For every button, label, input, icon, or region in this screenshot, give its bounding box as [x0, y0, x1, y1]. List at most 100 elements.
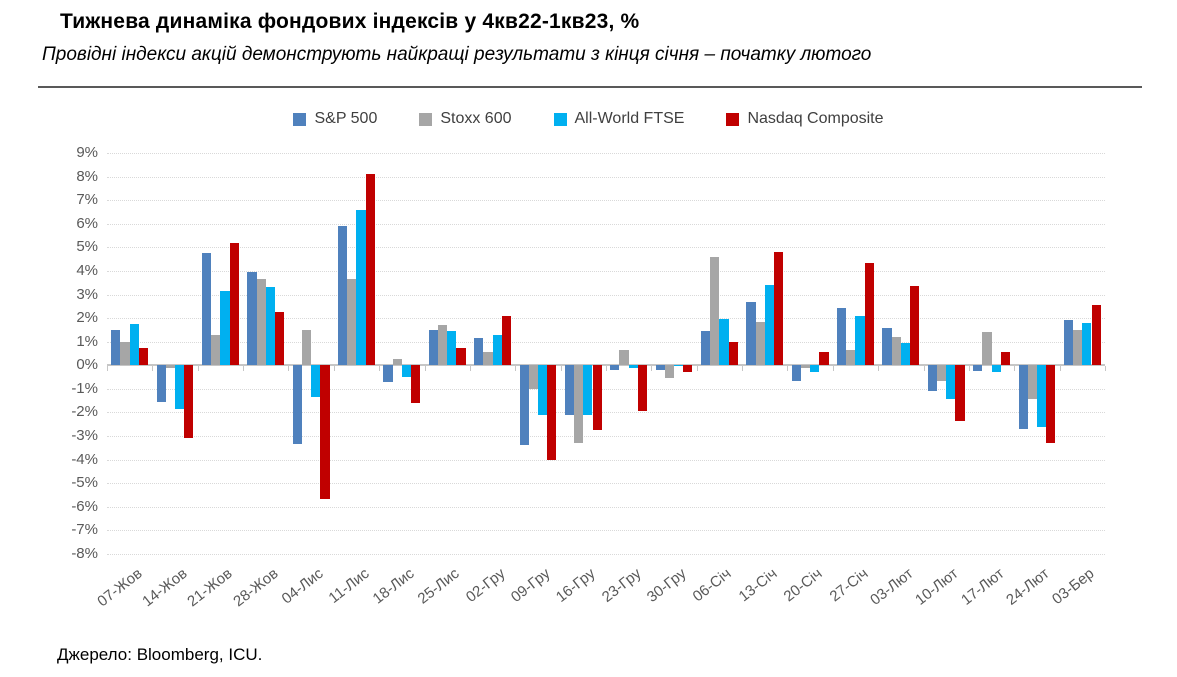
gridline — [107, 223, 1105, 225]
bar-nasdaq-composite — [229, 242, 239, 366]
bar-nasdaq-composite — [637, 365, 648, 412]
bar-stoxx-600 — [301, 329, 312, 366]
gridline — [107, 176, 1105, 178]
gridline — [107, 153, 1105, 154]
bar-s-p-500 — [746, 301, 756, 366]
bar-stoxx-600 — [392, 359, 402, 366]
bar-all-world-ftse — [265, 287, 275, 366]
gridline — [107, 436, 1105, 438]
axis-tick — [515, 366, 517, 372]
axis-tick — [878, 366, 880, 372]
legend-item-stoxx600: Stoxx 600 — [419, 110, 512, 128]
bar-group-03-Лют — [878, 153, 923, 554]
gridline — [107, 554, 1105, 555]
legend-item-nasdaq-composite: Nasdaq Composite — [726, 110, 884, 128]
axis-tick — [787, 366, 789, 372]
bar-stoxx-600 — [165, 365, 176, 368]
bar-s-p-500 — [383, 365, 393, 382]
axis-tick — [1105, 366, 1106, 372]
bar-all-world-ftse — [1036, 365, 1047, 427]
bar-nasdaq-composite — [1000, 352, 1010, 366]
bar-stoxx-600 — [528, 365, 538, 389]
bar-s-p-500 — [973, 365, 983, 372]
y-axis-label: -3% — [71, 427, 98, 445]
bar-nasdaq-composite — [274, 312, 285, 366]
axis-tick — [379, 366, 381, 372]
bar-group-09-Гру — [515, 153, 560, 554]
bar-all-world-ftse — [311, 365, 321, 398]
bar-all-world-ftse — [719, 319, 729, 366]
bar-all-world-ftse — [583, 365, 593, 415]
bar-nasdaq-composite — [411, 365, 421, 404]
bar-all-world-ftse — [810, 365, 820, 373]
bar-group-10-Лют — [924, 153, 969, 554]
bar-s-p-500 — [292, 365, 302, 445]
legend-swatch-sp500 — [293, 112, 307, 126]
bar-group-25-Лис — [425, 153, 470, 554]
y-axis-label: 7% — [76, 191, 98, 209]
bar-group-04-Лис — [288, 153, 333, 554]
axis-tick — [832, 366, 834, 372]
y-axis-label: 1% — [76, 332, 98, 350]
bar-group-21-Жов — [198, 153, 243, 554]
axis-tick — [469, 366, 471, 372]
bar-s-p-500 — [791, 365, 801, 381]
bar-stoxx-600 — [800, 365, 811, 368]
bar-nasdaq-composite — [547, 365, 557, 460]
bar-nasdaq-composite — [910, 286, 920, 366]
bar-stoxx-600 — [982, 332, 992, 366]
bar-all-world-ftse — [1082, 322, 1092, 366]
legend: S&P 500 Stoxx 600 All-World FTSE Nasdaq … — [0, 110, 1177, 128]
bar-stoxx-600 — [483, 352, 493, 366]
y-axis-label: -8% — [71, 545, 98, 562]
bar-all-world-ftse — [900, 342, 911, 366]
y-axis-label: -4% — [71, 450, 98, 468]
bar-s-p-500 — [655, 365, 665, 370]
bar-group-07-Жов — [107, 153, 152, 554]
bar-all-world-ftse — [220, 290, 230, 366]
bar-all-world-ftse — [537, 365, 548, 415]
bar-stoxx-600 — [755, 321, 765, 366]
gridline — [107, 506, 1105, 508]
bar-all-world-ftse — [764, 285, 774, 366]
axis-tick — [968, 366, 970, 372]
bar-stoxx-600 — [574, 365, 584, 444]
y-axis-label: 8% — [76, 167, 98, 185]
header-divider — [38, 86, 1142, 88]
bar-group-27-Січ — [833, 153, 878, 554]
bar-all-world-ftse — [129, 324, 139, 366]
bar-nasdaq-composite — [501, 315, 511, 366]
bar-s-p-500 — [882, 327, 892, 366]
y-axis-label: 4% — [76, 261, 98, 279]
chart-subtitle: Провідні індекси акцій демонструють найк… — [42, 44, 872, 65]
bar-nasdaq-composite — [955, 365, 965, 421]
y-axis-label: 0% — [76, 356, 98, 374]
bar-group-02-Гру — [470, 153, 515, 554]
bar-s-p-500 — [111, 329, 121, 366]
gridline — [107, 483, 1105, 485]
axis-tick — [107, 366, 108, 372]
bar-nasdaq-composite — [320, 365, 330, 499]
bar-nasdaq-composite — [138, 347, 149, 366]
bar-all-world-ftse — [447, 331, 457, 366]
bar-s-p-500 — [519, 365, 529, 446]
bar-nasdaq-composite — [819, 352, 829, 366]
gridline — [107, 270, 1105, 272]
bar-s-p-500 — [202, 253, 212, 366]
axis-tick — [696, 366, 698, 372]
bar-all-world-ftse — [356, 209, 366, 366]
bar-nasdaq-composite — [184, 365, 194, 439]
axis-tick — [742, 366, 744, 372]
y-axis-label: 2% — [76, 309, 98, 327]
bar-all-world-ftse — [674, 365, 684, 367]
legend-item-sp500: S&P 500 — [293, 110, 377, 128]
bar-stoxx-600 — [256, 279, 266, 366]
axis-tick — [333, 366, 335, 372]
gridline — [107, 530, 1105, 532]
bar-s-p-500 — [927, 365, 937, 392]
axis-tick — [197, 366, 199, 372]
bar-s-p-500 — [428, 329, 438, 366]
bar-s-p-500 — [474, 338, 484, 366]
axis-tick — [243, 366, 245, 372]
